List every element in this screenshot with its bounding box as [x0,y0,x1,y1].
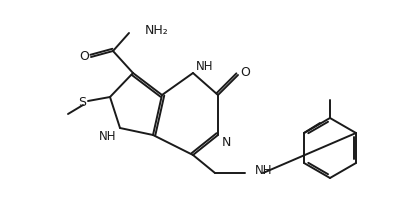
Text: NH: NH [99,130,117,142]
Text: O: O [240,66,250,78]
Text: NH₂: NH₂ [145,24,169,36]
Text: N: N [221,137,231,149]
Text: O: O [79,49,89,63]
Text: S: S [78,95,86,109]
Text: NH: NH [255,163,273,177]
Text: NH: NH [196,60,214,74]
